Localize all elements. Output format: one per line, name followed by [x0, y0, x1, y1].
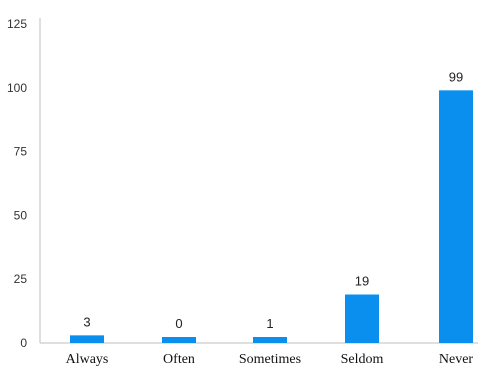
y-tick-label: 125 — [7, 17, 27, 31]
y-tick-label: 100 — [7, 81, 27, 95]
bar-sometimes — [253, 337, 287, 343]
x-axis-ticks: Always Often Sometimes Seldom Never — [66, 352, 474, 367]
x-tick-label: Never — [439, 352, 474, 367]
x-tick-label: Often — [163, 352, 195, 367]
x-tick-label: Seldom — [341, 352, 384, 367]
data-label: 99 — [449, 69, 463, 84]
data-label: 19 — [355, 274, 369, 289]
y-tick-label: 25 — [14, 272, 28, 286]
data-labels: 3 0 1 19 99 — [83, 69, 463, 331]
bar-always — [70, 335, 104, 343]
bar-often — [162, 337, 196, 343]
x-tick-label: Always — [66, 352, 109, 367]
y-tick-label: 0 — [20, 336, 27, 350]
bar-never — [439, 90, 473, 344]
data-label: 0 — [175, 316, 182, 331]
y-tick-label: 50 — [14, 208, 28, 222]
bar-seldom — [345, 294, 379, 343]
bars — [70, 90, 473, 344]
y-axis-ticks: 0 25 50 75 100 125 — [7, 17, 27, 350]
x-tick-label: Sometimes — [239, 352, 301, 367]
data-label: 3 — [83, 314, 90, 329]
y-tick-label: 75 — [14, 145, 28, 159]
data-label: 1 — [266, 316, 273, 331]
